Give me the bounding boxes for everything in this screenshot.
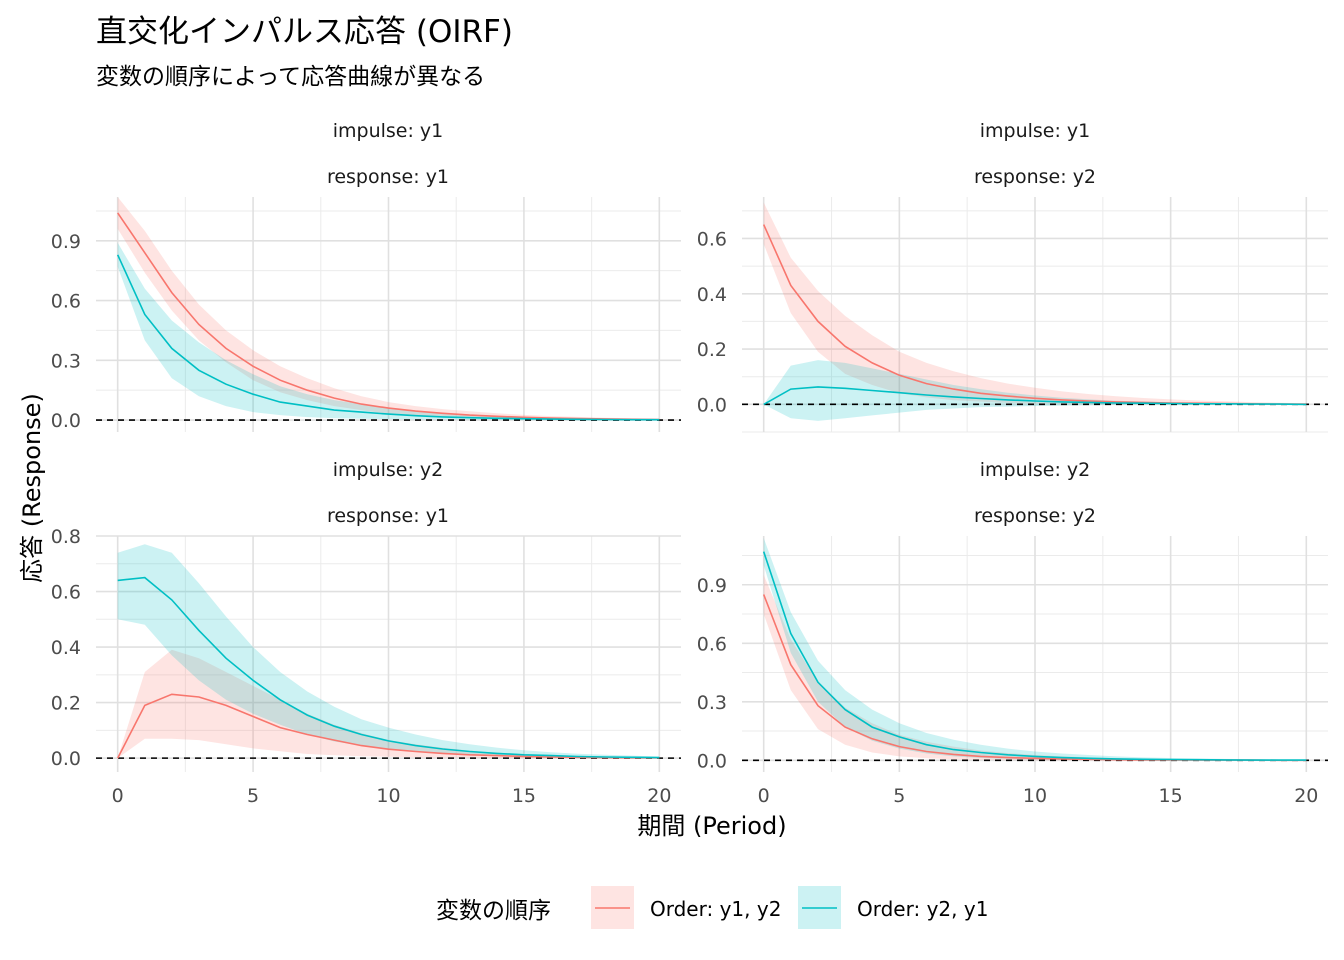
y-tick-label: 0.9 bbox=[51, 231, 81, 253]
y-tick-label: 0.0 bbox=[51, 748, 81, 770]
x-axis-title: 期間 (Period) bbox=[637, 812, 786, 840]
chart-subtitle: 変数の順序によって応答曲線が異なる bbox=[96, 64, 485, 90]
facet-panel-1: impulse: y1 response: y1 0.0 0.3 0.6 0.9 bbox=[51, 120, 681, 432]
y-tick-label: 0.0 bbox=[51, 410, 81, 432]
facet-panel-4: impulse: y2 response: y2 0.0 0.3 0.6 0.9 0 5 10 1… bbox=[697, 459, 1328, 807]
legend: 変数の順序 Order: y1, y2 Order: y2, y1 bbox=[436, 886, 988, 929]
strip-label-response: response: y2 bbox=[974, 166, 1096, 188]
strip-label-response: response: y2 bbox=[974, 505, 1096, 527]
x-tick-label: 15 bbox=[1159, 785, 1183, 807]
legend-label: Order: y1, y2 bbox=[650, 897, 781, 921]
y-tick-label: 0.2 bbox=[51, 693, 81, 715]
strip-label-response: response: y1 bbox=[327, 505, 449, 527]
series-line-2 bbox=[117, 576, 660, 759]
x-tick-label: 5 bbox=[247, 785, 259, 807]
y-tick-label: 0.6 bbox=[51, 582, 81, 604]
facet-panel-3: impulse: y2 response: y1 0.0 0.2 0.4 0.6 0.8 0 5… bbox=[51, 459, 681, 807]
confidence-band-series-2 bbox=[117, 242, 660, 421]
strip-label-impulse: impulse: y1 bbox=[980, 120, 1091, 142]
x-tick-label: 5 bbox=[893, 785, 905, 807]
x-tick-label: 0 bbox=[758, 785, 770, 807]
y-tick-label: 0.6 bbox=[51, 291, 81, 313]
series-line-2 bbox=[116, 254, 660, 421]
x-tick-label: 10 bbox=[1023, 785, 1047, 807]
y-tick-label: 0.2 bbox=[697, 339, 727, 361]
y-tick-label: 0.0 bbox=[697, 750, 727, 772]
confidence-band-series-1 bbox=[763, 202, 1307, 405]
x-tick-label: 20 bbox=[1294, 785, 1318, 807]
y-tick-label: 0.4 bbox=[697, 284, 727, 306]
confidence-band-series-1 bbox=[117, 649, 660, 759]
legend-title: 変数の順序 bbox=[436, 898, 551, 924]
x-tick-label: 10 bbox=[376, 785, 400, 807]
y-tick-label: 0.3 bbox=[51, 350, 81, 372]
x-tick-label: 0 bbox=[112, 785, 124, 807]
y-tick-label: 0.3 bbox=[697, 692, 727, 714]
series-line-2 bbox=[762, 551, 1307, 761]
strip-label-impulse: impulse: y1 bbox=[333, 120, 444, 142]
x-tick-label: 15 bbox=[512, 785, 536, 807]
y-tick-label: 0.4 bbox=[51, 637, 81, 659]
legend-item-order-y2-y1: Order: y2, y1 bbox=[798, 886, 988, 929]
confidence-band-series-1 bbox=[117, 197, 660, 421]
y-tick-label: 0.8 bbox=[51, 526, 81, 548]
strip-label-impulse: impulse: y2 bbox=[333, 459, 444, 481]
y-tick-label: 0.0 bbox=[697, 394, 727, 416]
y-tick-label: 0.6 bbox=[697, 228, 727, 250]
chart-title: 直交化インパルス応答 (OIRF) bbox=[96, 14, 513, 50]
legend-label: Order: y2, y1 bbox=[857, 897, 988, 921]
series-line-1 bbox=[116, 693, 660, 759]
y-tick-label: 0.6 bbox=[697, 633, 727, 655]
strip-label-response: response: y1 bbox=[327, 166, 449, 188]
confidence-band-series-2 bbox=[117, 544, 660, 759]
x-tick-label: 20 bbox=[647, 785, 671, 807]
series-line-2 bbox=[763, 386, 1307, 406]
legend-item-order-y1-y2: Order: y1, y2 bbox=[591, 886, 781, 929]
y-axis-title: 応答 (Response) bbox=[18, 393, 46, 583]
facet-panel-2: impulse: y1 response: y2 0.0 0.2 0.4 0.6 bbox=[697, 120, 1328, 433]
series-line-1 bbox=[117, 212, 660, 421]
strip-label-impulse: impulse: y2 bbox=[980, 459, 1091, 481]
y-tick-label: 0.9 bbox=[697, 575, 727, 597]
